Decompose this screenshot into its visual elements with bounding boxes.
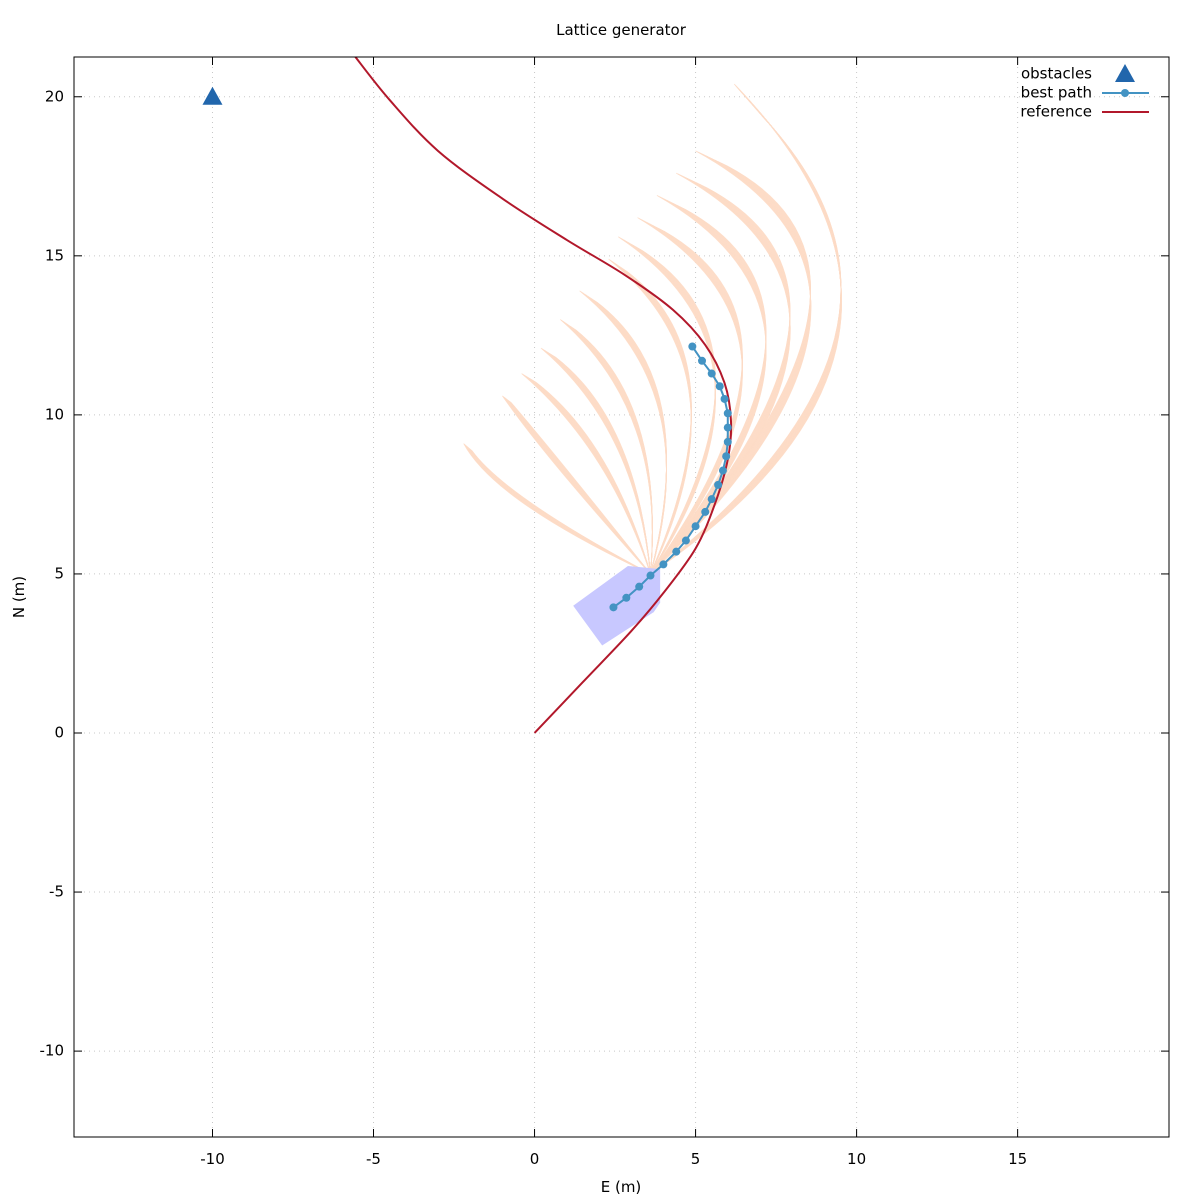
lattice-edge: [650, 202, 767, 575]
lattice-edge: [608, 258, 692, 575]
best-path-series: [609, 342, 732, 612]
grid: [74, 57, 1169, 1137]
lattice-edge: [617, 264, 692, 575]
best-path-point: [715, 382, 724, 391]
best-path-point: [688, 342, 697, 351]
lattice-edge: [573, 328, 653, 574]
y-tick-label: 20: [45, 87, 64, 105]
best-path-point: [635, 582, 644, 591]
best-path-point: [698, 356, 707, 365]
x-tick-label: 5: [691, 1150, 701, 1168]
lattice-edge: [628, 242, 716, 575]
best-path-point: [609, 603, 618, 612]
y-axis-label: N (m): [10, 576, 28, 618]
y-tick-label: 5: [54, 564, 64, 582]
lattice-edge: [540, 347, 651, 574]
lattice-edge: [650, 205, 767, 575]
x-tick-label: 10: [847, 1150, 866, 1168]
lattice-edge: [650, 199, 767, 575]
legend-sample-obstacles: [1115, 64, 1135, 82]
lattice-edge: [650, 204, 767, 575]
legend: obstacles best path reference: [1020, 64, 1149, 121]
chart-title: Lattice generator: [556, 21, 687, 39]
lattice-edge: [583, 293, 667, 575]
y-tick-label: -5: [49, 883, 64, 901]
best-path-point: [691, 522, 700, 531]
lattice-edge: [618, 236, 716, 575]
lattice-edge: [620, 237, 716, 575]
lattice-edge: [584, 293, 667, 575]
best-path-point: [707, 495, 716, 504]
lattice-edge: [650, 196, 767, 575]
best-path-point: [722, 452, 731, 461]
y-tick-label: 15: [45, 246, 64, 264]
tick-labels: -10 -5 0 5 10 15 -10 -5 0 5 10 15 20: [40, 87, 1028, 1168]
legend-label-best-path: best path: [1021, 84, 1092, 102]
y-tick-label: -10: [40, 1042, 65, 1060]
lattice-edge: [463, 443, 651, 575]
lattice-edge: [650, 200, 767, 575]
best-path-point: [681, 536, 690, 545]
reference-series: [354, 57, 733, 734]
x-tick-label: 0: [530, 1150, 540, 1168]
lattice-edge: [650, 198, 767, 575]
lattice-edge: [650, 203, 767, 575]
axes: [73, 56, 1170, 1138]
lattice-edge: [560, 319, 653, 574]
x-axis-label: E (m): [601, 1178, 642, 1196]
lattice-edge: [575, 329, 653, 574]
lattice-edge: [619, 266, 692, 575]
lattice-edge: [574, 329, 653, 574]
best-path-point: [659, 560, 668, 569]
lattice-edge: [650, 83, 842, 575]
lattice-edge: [611, 260, 692, 575]
lattice-edge: [616, 263, 692, 575]
best-path-point: [720, 394, 729, 403]
lattice-edge: [610, 260, 692, 575]
x-tick-label: -5: [366, 1150, 381, 1168]
plot-frame: [73, 56, 1170, 1138]
legend-label-obstacles: obstacles: [1021, 65, 1092, 83]
lattice-fans: [463, 83, 842, 575]
lattice-edge: [650, 199, 767, 575]
best-path-point: [714, 480, 723, 489]
best-path-point: [646, 571, 655, 580]
lattice-edge: [622, 238, 716, 575]
lattice-edge: [650, 101, 842, 575]
best-path-point: [672, 547, 681, 556]
lattice-edge: [650, 203, 767, 575]
lattice-edge: [650, 150, 812, 575]
lattice-edge: [650, 197, 767, 575]
reference-line: [354, 57, 733, 734]
best-path-point: [723, 423, 732, 432]
lattice-edge: [502, 395, 651, 575]
best-path-point: [723, 437, 732, 446]
lattice-edge: [615, 263, 692, 575]
x-tick-label: -10: [200, 1150, 225, 1168]
best-path-point: [622, 593, 631, 602]
lattice-edge: [637, 217, 743, 575]
lattice-edge: [579, 290, 667, 575]
best-path-point: [723, 409, 732, 418]
best-path-point: [718, 466, 727, 475]
lattice-edge: [618, 265, 692, 575]
best-path-point: [701, 507, 710, 516]
lattice-edge: [521, 373, 651, 575]
y-tick-label: 0: [54, 723, 64, 741]
best-path-point: [707, 369, 716, 378]
lattice-edge: [609, 259, 692, 575]
legend-sample-best-path-point: [1121, 89, 1129, 97]
lattice-edge: [650, 201, 767, 575]
lattice-edge: [650, 195, 767, 575]
legend-label-reference: reference: [1020, 103, 1092, 121]
y-tick-label: 10: [45, 405, 64, 423]
lattice-edge: [650, 195, 767, 575]
obstacle-marker: [202, 86, 223, 105]
lattice-edge: [619, 237, 716, 575]
x-tick-label: 15: [1008, 1150, 1027, 1168]
obstacles-series: [202, 86, 223, 105]
